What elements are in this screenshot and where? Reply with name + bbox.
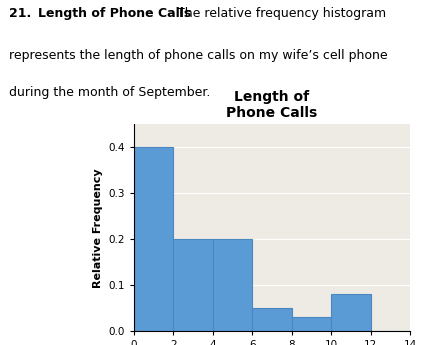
Text: The relative frequency histogram: The relative frequency histogram	[169, 7, 386, 20]
Text: during the month of September.: during the month of September.	[9, 86, 211, 99]
Bar	[331, 294, 371, 331]
Bar	[252, 308, 292, 331]
Text: represents the length of phone calls on my wife’s cell phone: represents the length of phone calls on …	[9, 49, 388, 62]
Y-axis label: Relative Frequency: Relative Frequency	[93, 168, 103, 287]
Bar	[213, 239, 252, 331]
Bar	[173, 239, 213, 331]
Text: 21.: 21.	[9, 7, 36, 20]
Title: Length of
Phone Calls: Length of Phone Calls	[227, 90, 318, 120]
Bar	[134, 147, 173, 331]
Text: Length of Phone Calls: Length of Phone Calls	[38, 7, 191, 20]
Bar	[292, 317, 331, 331]
